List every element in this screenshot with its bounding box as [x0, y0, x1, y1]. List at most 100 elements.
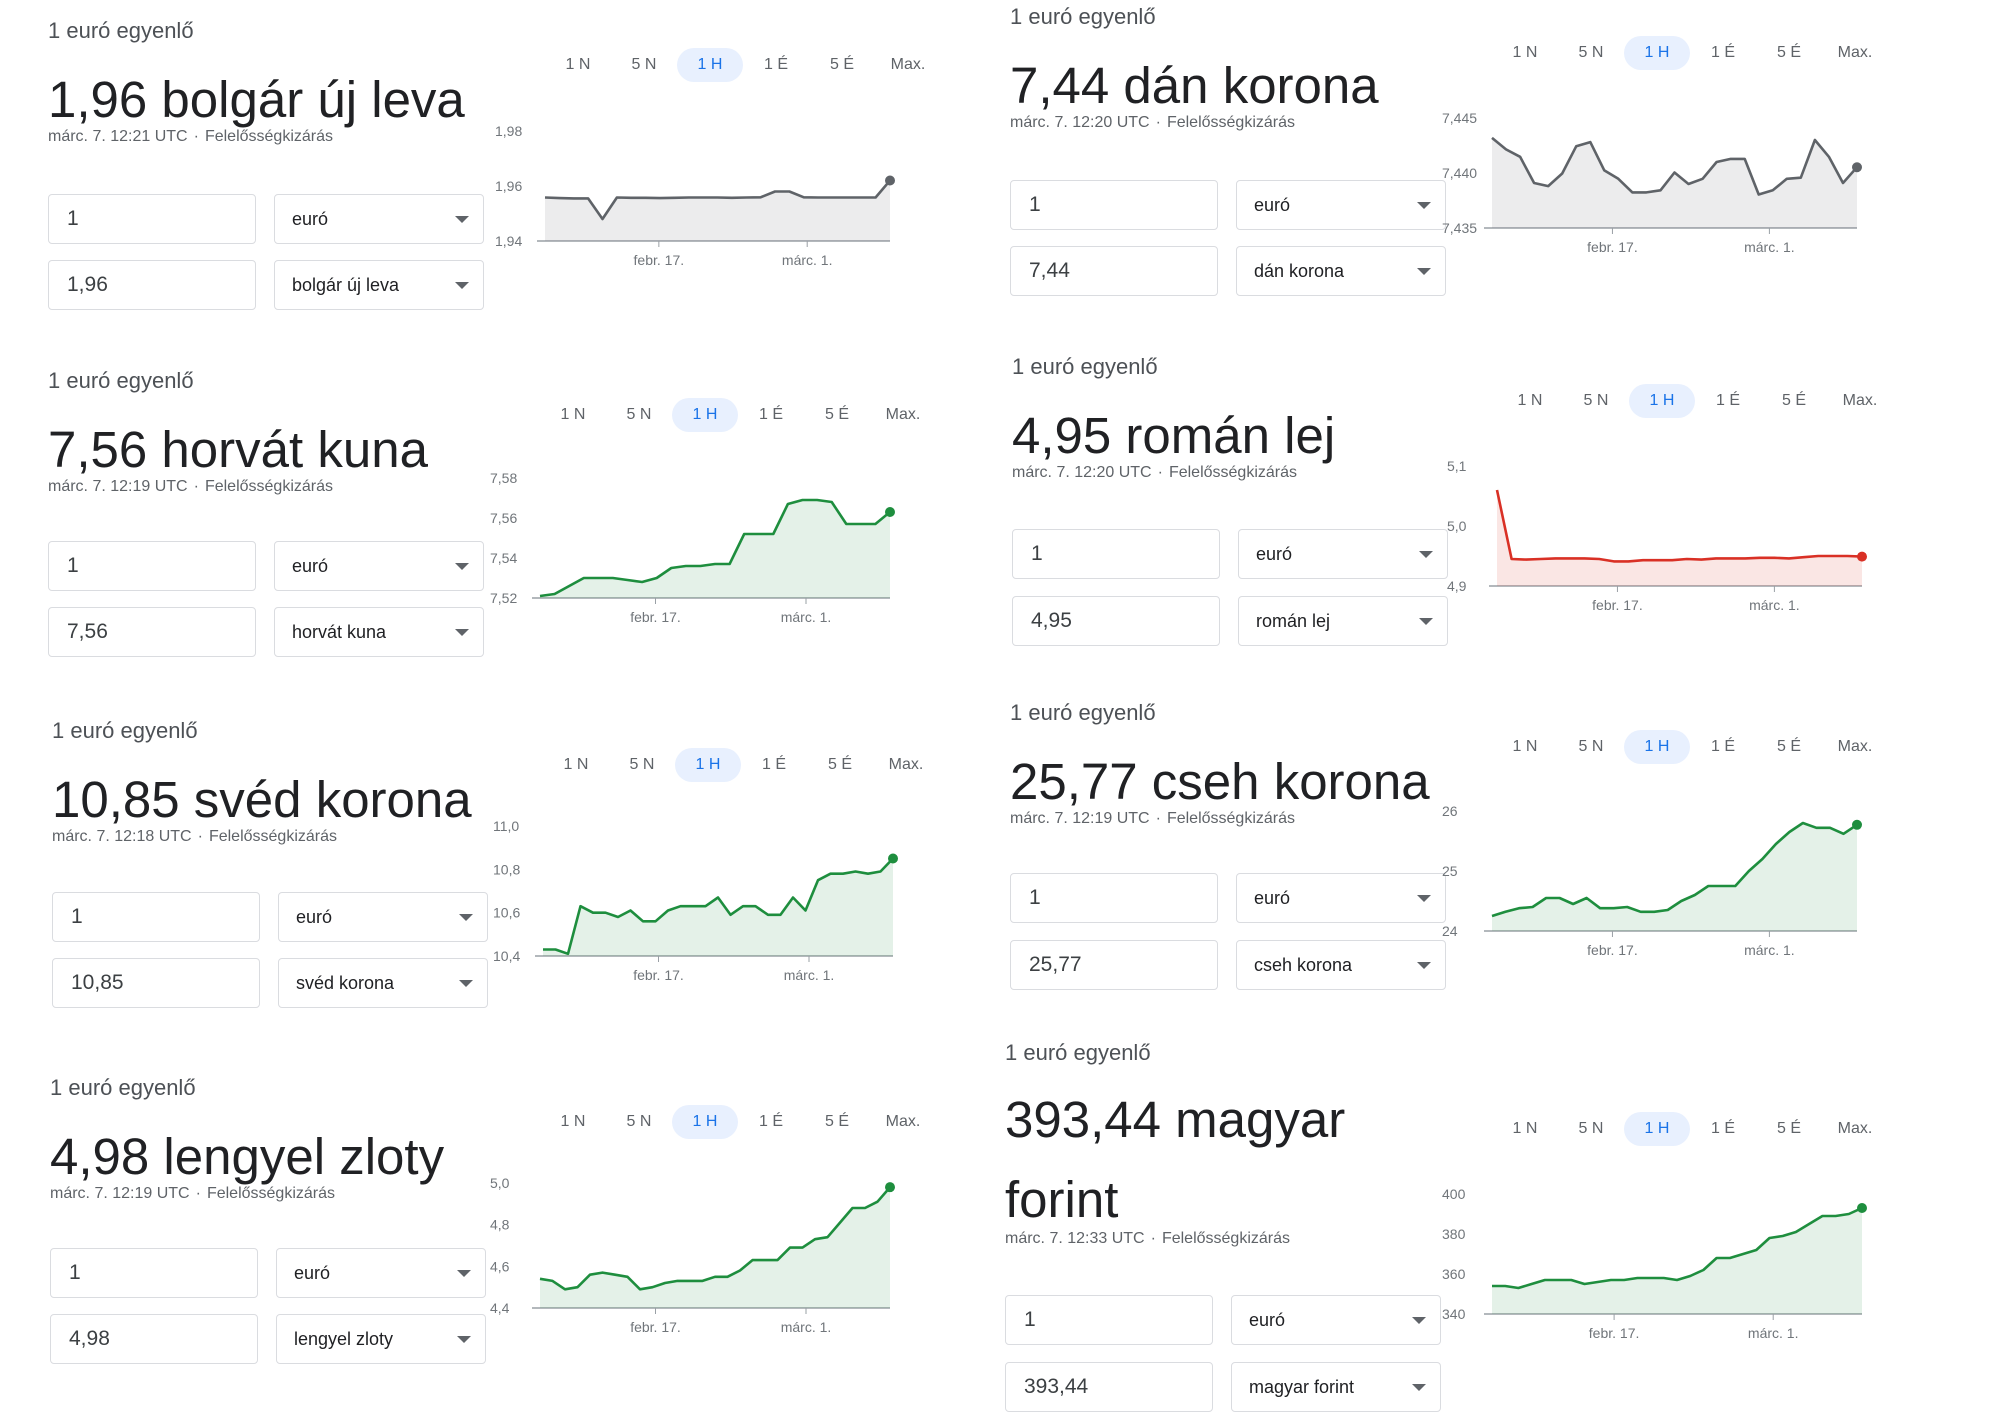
- amount-input-from[interactable]: 1: [1010, 180, 1218, 230]
- range-tab-0[interactable]: 1 N: [560, 1113, 586, 1130]
- disclaimer-link[interactable]: Felelősségkizárás: [1168, 464, 1297, 481]
- rate-chart-bgn[interactable]: 1,98 1,96 1,94 febr. 17. márc. 1.: [495, 123, 895, 267]
- range-tab-2[interactable]: 1 H: [675, 748, 741, 782]
- range-tab-0[interactable]: 1 N: [563, 756, 589, 773]
- amount-input-from[interactable]: 1: [50, 1248, 258, 1298]
- amount-input-to[interactable]: 393,44: [1005, 1362, 1213, 1412]
- disclaimer-link[interactable]: Felelősségkizárás: [1166, 810, 1295, 827]
- rate-chart-czk[interactable]: 26 25 24 febr. 17. márc. 1.: [1442, 803, 1862, 957]
- rate-chart-dkk[interactable]: 7,445 7,440 7,435 febr. 17. márc. 1.: [1442, 110, 1862, 254]
- range-tab-1[interactable]: 5 N: [626, 1113, 652, 1130]
- range-tab-4[interactable]: 5 É: [1776, 738, 1801, 755]
- range-tab-1[interactable]: 5 N: [629, 756, 655, 773]
- currency-select-from[interactable]: euró: [276, 1248, 486, 1298]
- range-tab-3[interactable]: 1 É: [758, 406, 783, 423]
- currency-select-from[interactable]: euró: [1236, 180, 1446, 230]
- rate-chart-ron[interactable]: 5,1 5,0 4,9 febr. 17. márc. 1.: [1447, 458, 1867, 612]
- currency-select-label: euró: [1256, 543, 1293, 564]
- amount-input-to[interactable]: 10,85: [52, 958, 260, 1008]
- rate-chart-hrk[interactable]: 7,58 7,56 7,54 7,52 febr. 17. márc. 1.: [490, 470, 895, 624]
- range-tab-3[interactable]: 1 É: [1710, 738, 1735, 755]
- currency-select-to[interactable]: horvát kuna: [274, 607, 484, 657]
- range-tab-2[interactable]: 1 H: [1629, 384, 1695, 418]
- range-tab-0[interactable]: 1 N: [1512, 1120, 1538, 1137]
- range-tab-5[interactable]: Max.: [885, 1113, 921, 1130]
- range-tab-4[interactable]: 5 É: [827, 756, 852, 773]
- currency-select-to[interactable]: lengyel zloty: [276, 1314, 486, 1364]
- range-tab-0[interactable]: 1 N: [565, 56, 591, 73]
- amount-input-to[interactable]: 4,98: [50, 1314, 258, 1364]
- range-tab-5[interactable]: Max.: [1837, 738, 1873, 755]
- range-tab-1[interactable]: 5 N: [1578, 1120, 1604, 1137]
- range-tab-0[interactable]: 1 N: [1512, 738, 1538, 755]
- rate-chart-huf[interactable]: 400 380 360 340 febr. 17. márc. 1.: [1442, 1186, 1867, 1340]
- currency-select-from[interactable]: euró: [278, 892, 488, 942]
- range-tab-4[interactable]: 5 É: [1776, 1120, 1801, 1137]
- amount-input-from[interactable]: 1: [1012, 529, 1220, 579]
- range-tab-1[interactable]: 5 N: [1578, 738, 1604, 755]
- range-tab-4[interactable]: 5 É: [829, 56, 854, 73]
- range-tab-2[interactable]: 1 H: [1624, 1112, 1690, 1146]
- range-tab-4[interactable]: 5 É: [1776, 44, 1801, 61]
- currency-select-from[interactable]: euró: [1238, 529, 1448, 579]
- rate-chart-pln[interactable]: 5,0 4,8 4,6 4,4 febr. 17. márc. 1.: [490, 1175, 895, 1334]
- range-tab-0[interactable]: 1 N: [560, 406, 586, 423]
- currency-select-from[interactable]: euró: [1231, 1295, 1441, 1345]
- range-tab-3[interactable]: 1 É: [758, 1113, 783, 1130]
- range-tab-2[interactable]: 1 H: [672, 1105, 738, 1139]
- amount-input-from[interactable]: 1: [1005, 1295, 1213, 1345]
- currency-select-from[interactable]: euró: [274, 194, 484, 244]
- amount-input-from[interactable]: 1: [52, 892, 260, 942]
- range-tab-1[interactable]: 5 N: [1583, 392, 1609, 409]
- currency-select-to[interactable]: cseh korona: [1236, 940, 1446, 990]
- amount-input-from[interactable]: 1: [48, 541, 256, 591]
- equals-label: 1 euró egyenlő: [50, 1075, 196, 1100]
- range-tab-4[interactable]: 5 É: [824, 406, 849, 423]
- range-tab-3[interactable]: 1 É: [1715, 392, 1740, 409]
- currency-select-to[interactable]: dán korona: [1236, 246, 1446, 296]
- amount-input-to[interactable]: 1,96: [48, 260, 256, 310]
- range-tab-5[interactable]: Max.: [1837, 1120, 1873, 1137]
- currency-select-to[interactable]: bolgár új leva: [274, 260, 484, 310]
- range-tab-0[interactable]: 1 N: [1512, 44, 1538, 61]
- amount-input-from[interactable]: 1: [1010, 873, 1218, 923]
- range-tab-3[interactable]: 1 É: [1710, 44, 1735, 61]
- range-tab-5[interactable]: Max.: [890, 56, 926, 73]
- range-tab-2[interactable]: 1 H: [677, 48, 743, 82]
- disclaimer-link[interactable]: Felelősségkizárás: [204, 128, 333, 145]
- amount-input-to[interactable]: 7,56: [48, 607, 256, 657]
- disclaimer-link[interactable]: Felelősségkizárás: [206, 1185, 335, 1202]
- range-tab-4[interactable]: 5 É: [1781, 392, 1806, 409]
- disclaimer-link[interactable]: Felelősségkizárás: [204, 478, 333, 495]
- currency-select-from[interactable]: euró: [1236, 873, 1446, 923]
- range-tab-2[interactable]: 1 H: [1624, 36, 1690, 70]
- range-tab-3[interactable]: 1 É: [1710, 1120, 1735, 1137]
- range-tab-3[interactable]: 1 É: [763, 56, 788, 73]
- currency-select-to[interactable]: magyar forint: [1231, 1362, 1441, 1412]
- range-tab-1[interactable]: 5 N: [626, 406, 652, 423]
- amount-input-from[interactable]: 1: [48, 194, 256, 244]
- amount-input-to[interactable]: 7,44: [1010, 246, 1218, 296]
- range-tab-5[interactable]: Max.: [888, 756, 924, 773]
- range-tab-2[interactable]: 1 H: [672, 398, 738, 432]
- amount-input-to[interactable]: 4,95: [1012, 596, 1220, 646]
- area-fill: [540, 1187, 890, 1308]
- rate-chart-sek[interactable]: 11,0 10,8 10,6 10,4 febr. 17. márc. 1.: [493, 818, 898, 982]
- disclaimer-link[interactable]: Felelősségkizárás: [208, 828, 337, 845]
- range-tab-1[interactable]: 5 N: [631, 56, 657, 73]
- range-tab-1[interactable]: 5 N: [1578, 44, 1604, 61]
- currency-select-from[interactable]: euró: [274, 541, 484, 591]
- range-tab-3[interactable]: 1 É: [761, 756, 786, 773]
- range-tab-0[interactable]: 1 N: [1517, 392, 1543, 409]
- disclaimer-link[interactable]: Felelősségkizárás: [1166, 114, 1295, 131]
- dropdown-arrow-icon: [455, 629, 469, 636]
- range-tab-2[interactable]: 1 H: [1624, 730, 1690, 764]
- currency-select-to[interactable]: svéd korona: [278, 958, 488, 1008]
- currency-select-to[interactable]: román lej: [1238, 596, 1448, 646]
- disclaimer-link[interactable]: Felelősségkizárás: [1161, 1230, 1290, 1247]
- range-tab-4[interactable]: 5 É: [824, 1113, 849, 1130]
- range-tab-5[interactable]: Max.: [1842, 392, 1878, 409]
- range-tab-5[interactable]: Max.: [885, 406, 921, 423]
- amount-input-to[interactable]: 25,77: [1010, 940, 1218, 990]
- range-tab-5[interactable]: Max.: [1837, 44, 1873, 61]
